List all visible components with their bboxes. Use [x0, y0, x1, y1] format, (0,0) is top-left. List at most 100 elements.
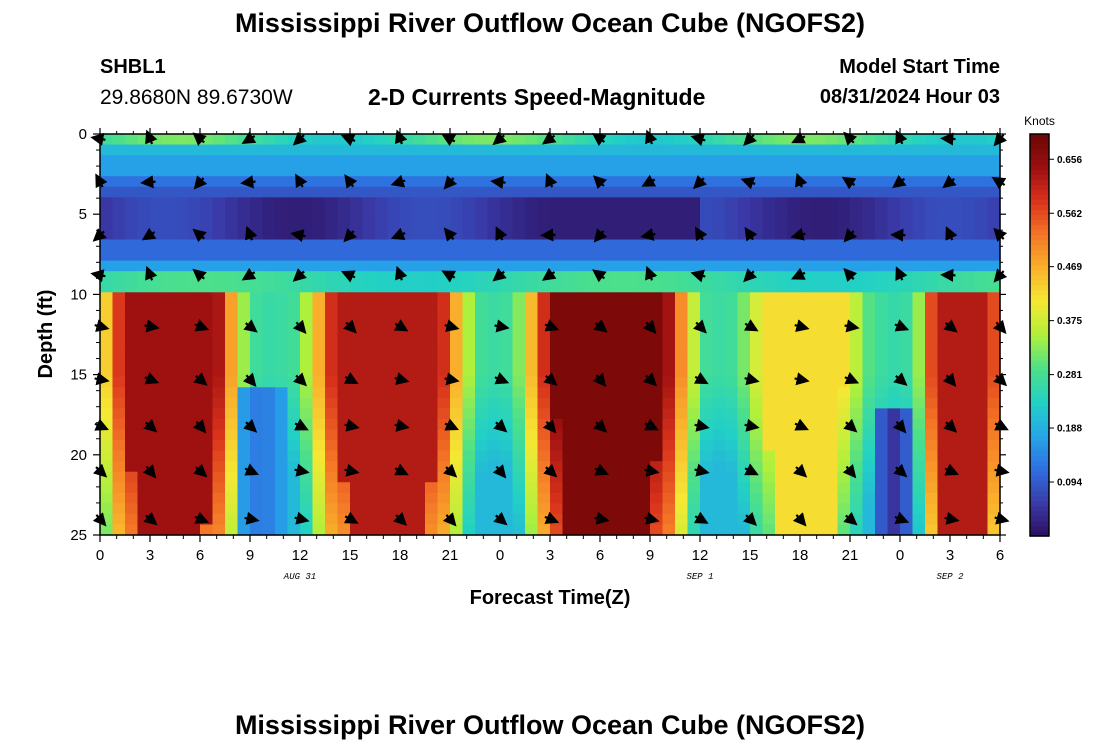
heat-cell: [837, 218, 851, 230]
heat-cell: [725, 408, 739, 420]
heat-cell: [125, 482, 139, 494]
heat-cell: [125, 355, 139, 367]
heat-cell: [712, 482, 726, 494]
heat-cell: [675, 471, 689, 483]
heat-cell: [225, 155, 239, 167]
heat-cell: [812, 313, 826, 325]
heat-cell: [225, 218, 239, 230]
heat-cell: [825, 429, 839, 441]
heat-cell: [212, 524, 226, 536]
heat-cell: [762, 186, 776, 198]
heat-cell: [312, 397, 326, 409]
heat-cell: [212, 197, 226, 209]
heat-cell: [725, 524, 739, 536]
current-vector-arrow: [594, 511, 610, 525]
heat-cell: [750, 482, 764, 494]
heat-cell: [262, 281, 276, 293]
current-vector-arrow: [592, 269, 607, 283]
heat-cell: [312, 250, 326, 262]
heat-cell: [162, 271, 176, 283]
heat-cell: [862, 524, 876, 536]
heat-cell: [425, 513, 439, 526]
heat-cell: [512, 355, 526, 367]
heat-cell: [450, 165, 464, 177]
heat-cell: [175, 165, 189, 177]
heat-cell: [612, 513, 626, 526]
heat-cell: [125, 334, 139, 346]
heat-cell: [212, 397, 226, 409]
heat-cell: [712, 165, 726, 177]
heat-cell: [200, 197, 214, 209]
heat-cell: [212, 271, 226, 283]
heat-cell: [187, 471, 201, 483]
heat-cell: [700, 471, 714, 483]
heat-cell: [487, 228, 501, 241]
heat-cell: [137, 450, 151, 462]
x-tick-label: 0: [496, 547, 504, 564]
heat-cell: [612, 281, 626, 293]
heat-cell: [237, 513, 251, 526]
heat-cell: [775, 302, 789, 314]
heat-cell: [675, 176, 689, 188]
heat-cell: [637, 186, 651, 198]
current-vector-arrow: [490, 175, 506, 190]
heat-cell: [250, 218, 264, 230]
heat-cell: [587, 260, 601, 272]
heat-cell: [700, 334, 714, 346]
heat-cell: [487, 387, 501, 399]
heat-cell: [962, 323, 976, 336]
x-tick-label: 9: [246, 547, 254, 564]
heat-cell: [212, 155, 226, 167]
heat-cell: [850, 165, 864, 177]
heat-cell: [975, 134, 989, 146]
heat-cell: [487, 186, 501, 198]
heat-cell: [325, 281, 339, 293]
heat-cell: [837, 207, 851, 220]
heat-cell: [787, 239, 801, 251]
heat-cell: [400, 492, 414, 504]
heat-cell: [725, 218, 739, 230]
heat-cell: [912, 429, 926, 441]
heat-cell: [450, 345, 464, 357]
heat-cell: [937, 482, 951, 494]
heat-cell: [675, 334, 689, 346]
heat-cell: [775, 429, 789, 441]
heat-cell: [537, 366, 551, 378]
heat-cell: [200, 218, 214, 230]
heat-cell: [587, 334, 601, 346]
heat-cell: [762, 503, 776, 515]
heat-cell: [362, 482, 376, 494]
heat-cell: [387, 418, 401, 431]
heat-cell: [825, 239, 839, 251]
heat-cell: [650, 271, 664, 283]
heat-cell: [887, 292, 901, 304]
heat-cell: [762, 323, 776, 336]
heat-cell: [912, 197, 926, 209]
heat-cell: [900, 228, 914, 241]
heat-cell: [362, 207, 376, 220]
heat-cell: [587, 482, 601, 494]
heat-cell: [412, 440, 426, 452]
heat-cell: [612, 207, 626, 220]
heat-cell: [112, 207, 126, 220]
heat-cell: [900, 450, 914, 462]
heat-cell: [662, 165, 676, 177]
heat-cell: [175, 408, 189, 420]
heat-cell: [600, 218, 614, 230]
heat-cell: [300, 302, 314, 314]
colorbar-tick-label: 0.188: [1057, 424, 1082, 435]
heat-cell: [737, 355, 751, 367]
heat-cell: [375, 461, 389, 473]
heat-cell: [525, 418, 539, 431]
heat-cell: [600, 397, 614, 409]
heat-cell: [512, 218, 526, 230]
current-vector-arrow: [393, 319, 409, 332]
heat-cell: [725, 155, 739, 167]
chart-subtitle: 2-D Currents Speed-Magnitude: [368, 84, 706, 110]
heat-cell: [212, 440, 226, 452]
heat-cell: [200, 239, 214, 251]
heat-cell: [337, 144, 351, 156]
heat-cell: [987, 482, 1001, 494]
heat-cell: [325, 345, 339, 357]
heat-cell: [662, 207, 676, 220]
